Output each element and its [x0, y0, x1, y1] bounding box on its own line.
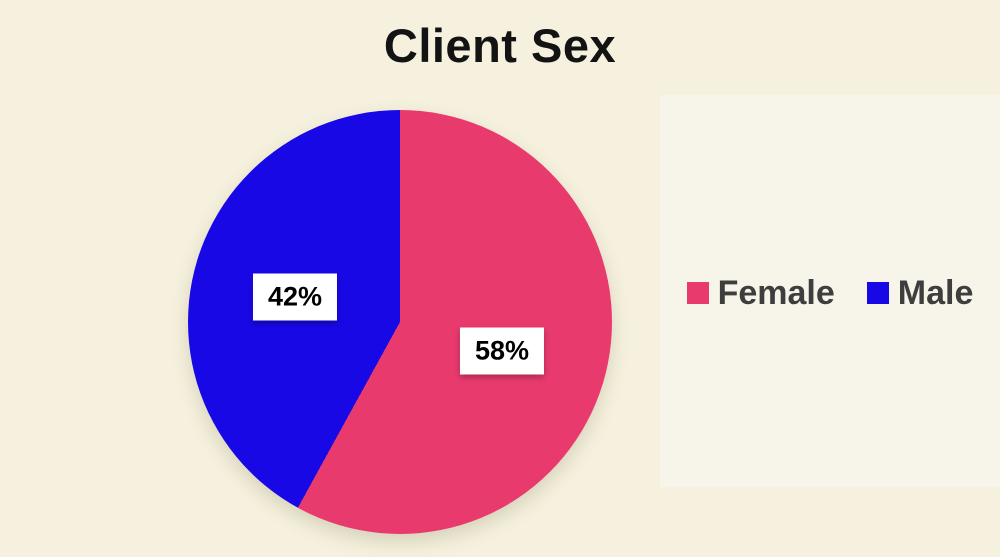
pie-chart [188, 110, 612, 534]
pie-slice-label-female: 58% [459, 327, 545, 375]
legend-item-female: Female [686, 274, 835, 312]
legend-label-male: Male [897, 274, 974, 312]
chart-title: Client Sex [383, 19, 617, 72]
legend-swatch-female-icon [686, 282, 709, 304]
legend: Female Male [660, 272, 1000, 314]
legend-swatch-male-icon [866, 282, 889, 304]
legend-item-male: Male [866, 274, 974, 312]
pie-slice-label-male: 42% [252, 273, 338, 321]
legend-panel [660, 95, 1000, 487]
legend-label-female: Female [717, 274, 835, 312]
